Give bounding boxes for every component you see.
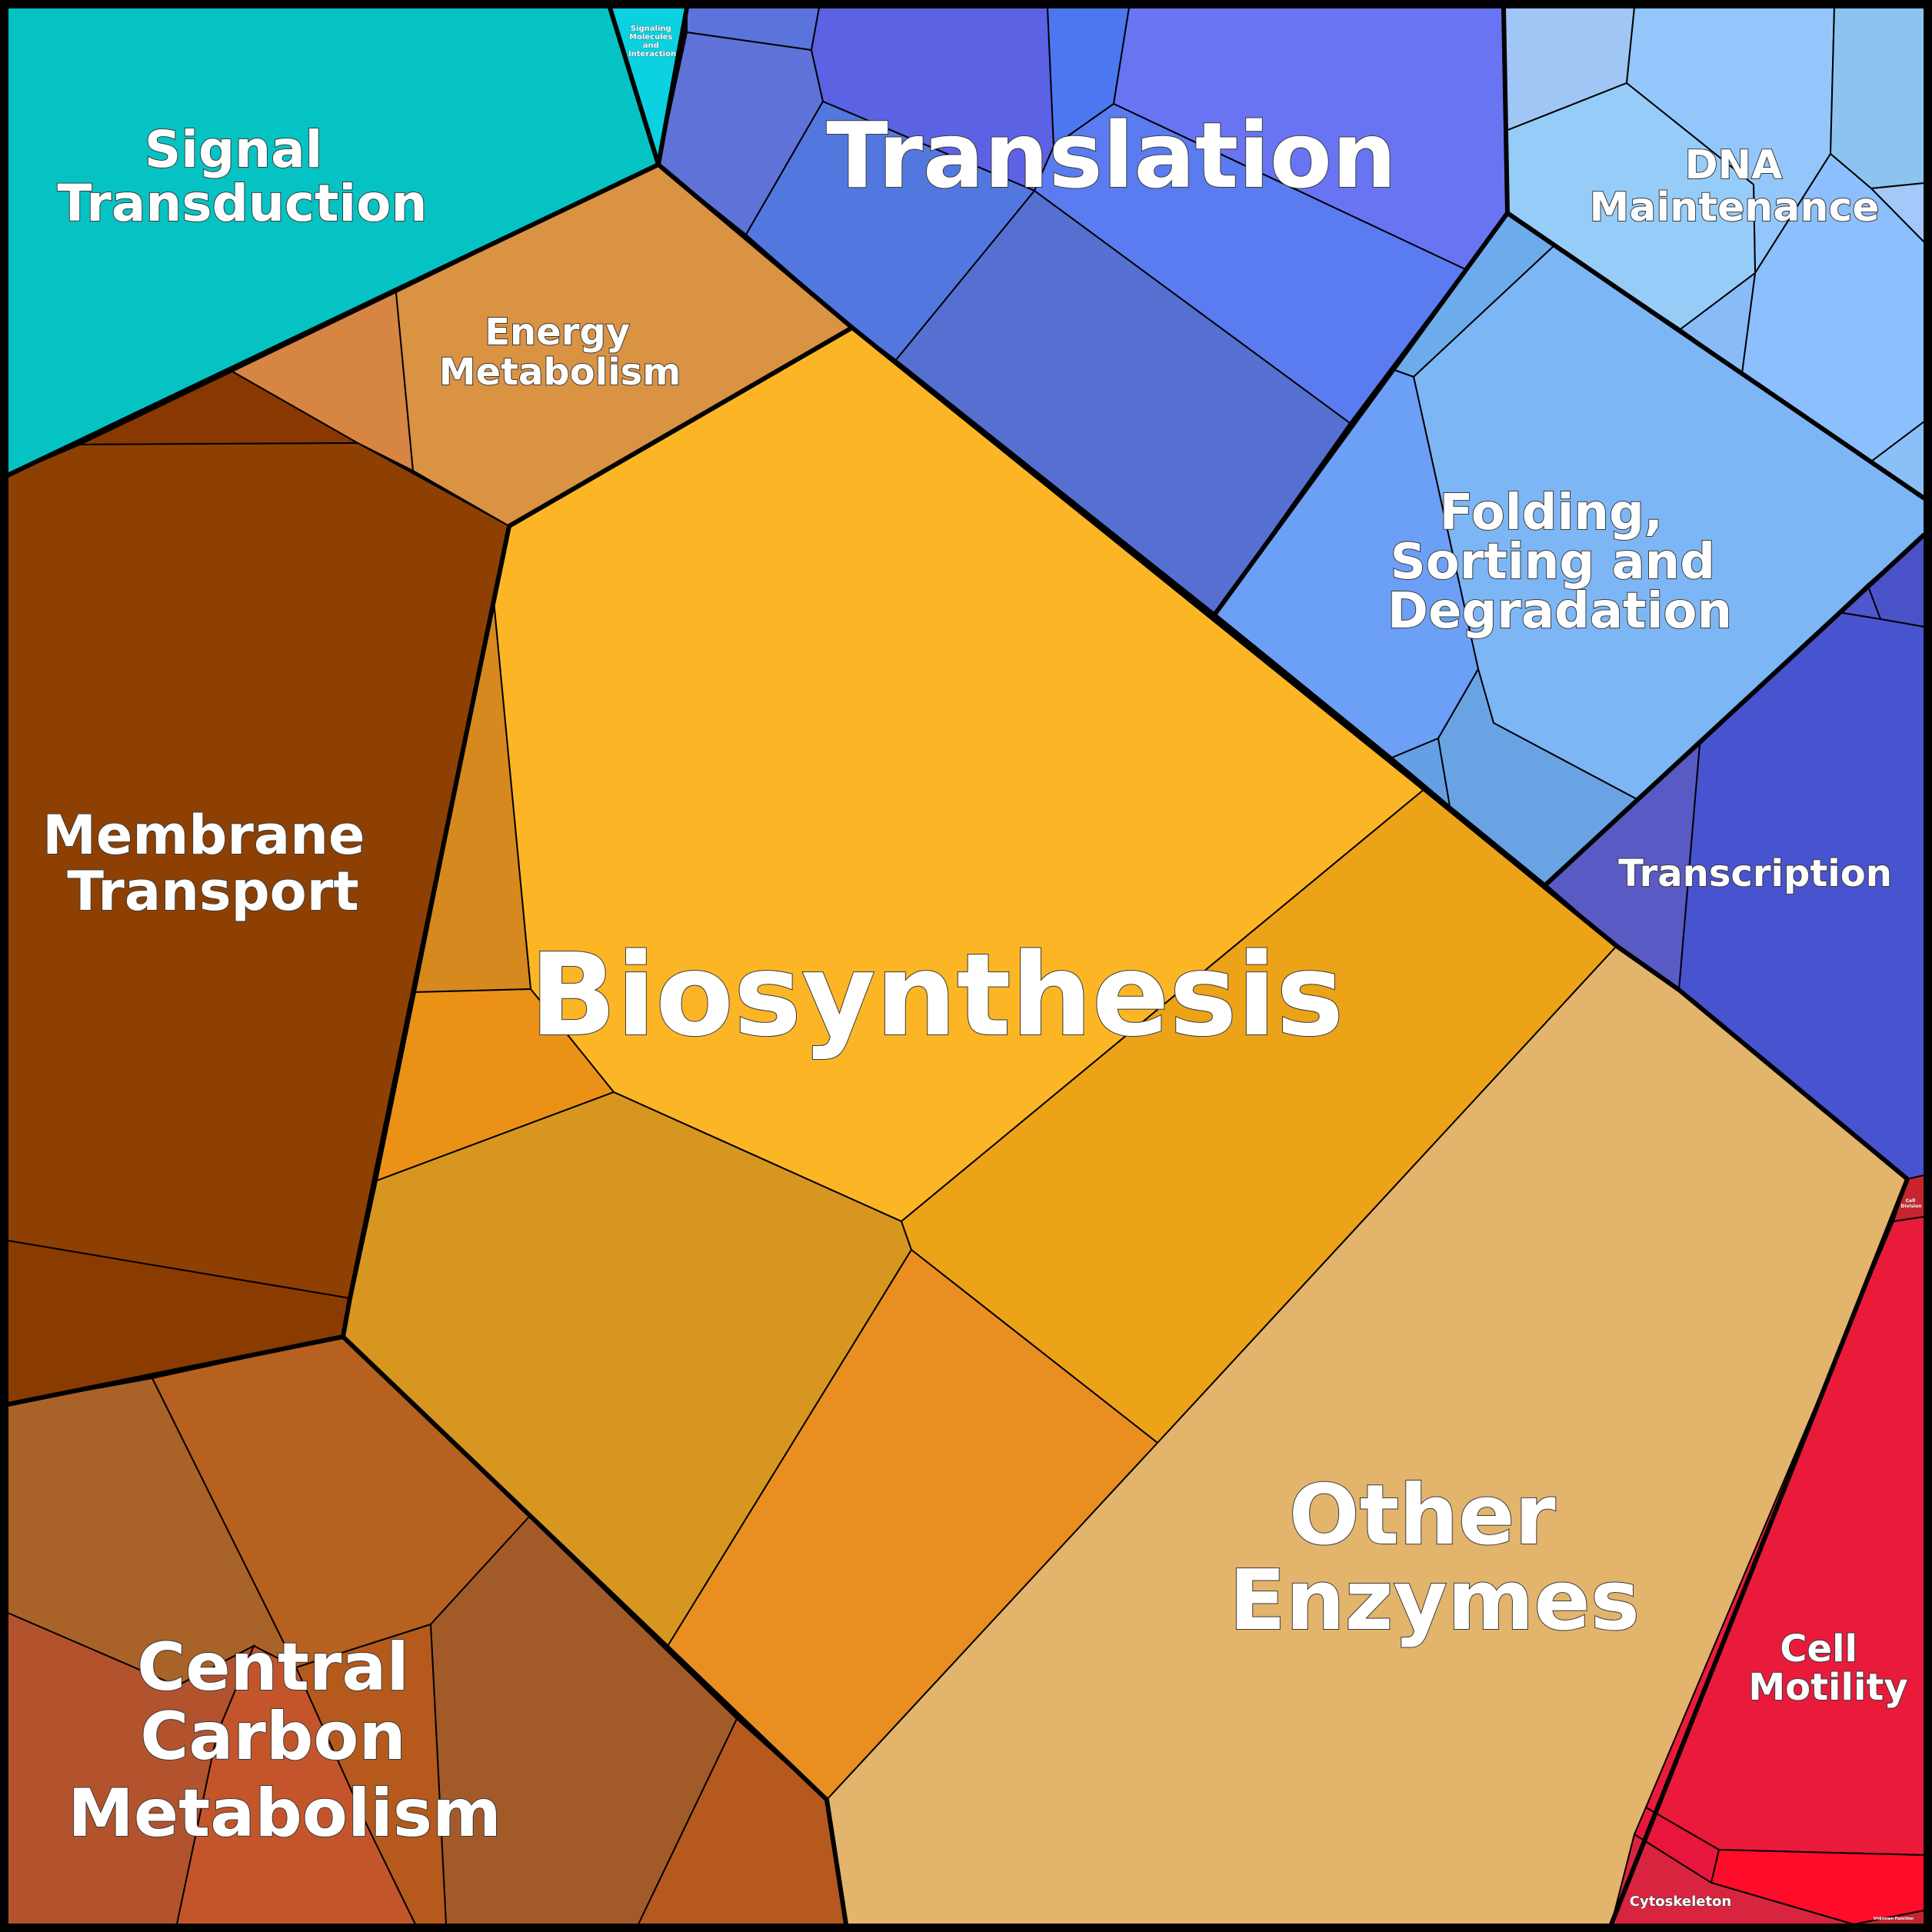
label-cell-division: Cell Division: [1900, 1198, 1921, 1209]
cell-group-motility: [1610, 1174, 1925, 1926]
label-folding: Folding, Sorting and Degradation: [1387, 485, 1732, 640]
category-borders: [6, 7, 1927, 1926]
label-signal-transduction: Signal Transduction: [58, 120, 428, 233]
label-energy-metabolism: Energy Metabolism: [439, 311, 681, 394]
cell-group-transcription: [1544, 532, 1925, 1181]
cell-group-dna-maintenance: [1502, 7, 1925, 500]
label-biosynthesis: Biosynthesis: [530, 929, 1344, 1061]
cell-group-biosynthesis: [341, 326, 1618, 1801]
label-cell-motility: Cell Motility: [1748, 1627, 1907, 1709]
label-membrane-transport: Membrane Transport: [42, 804, 384, 923]
label-other-enzymes: Other Enzymes: [1229, 1467, 1640, 1649]
cell-dna-4[interactable]: [1829, 7, 1925, 190]
labels: Signal Transduction Signaling Molecules …: [42, 25, 1921, 1921]
cell-group-folding: [1214, 212, 1925, 886]
label-signaling-molecules: Signaling Molecules and Interaction: [628, 25, 676, 58]
label-unknown-function: Unknown Function: [1874, 1917, 1914, 1921]
cell-group-ccm: [7, 1335, 848, 1925]
label-dna-maintenance: DNA Maintenance: [1589, 142, 1879, 231]
label-translation: Translation: [826, 102, 1397, 208]
cell-group-translation: [657, 7, 1509, 615]
label-cytoskeleton: Cytoskeleton: [1630, 1894, 1732, 1910]
cell-group-membrane: [7, 370, 511, 1406]
label-central-carbon-metabolism: Central Carbon Metabolism: [68, 1629, 501, 1852]
label-transcription: Transcription: [1618, 852, 1892, 895]
